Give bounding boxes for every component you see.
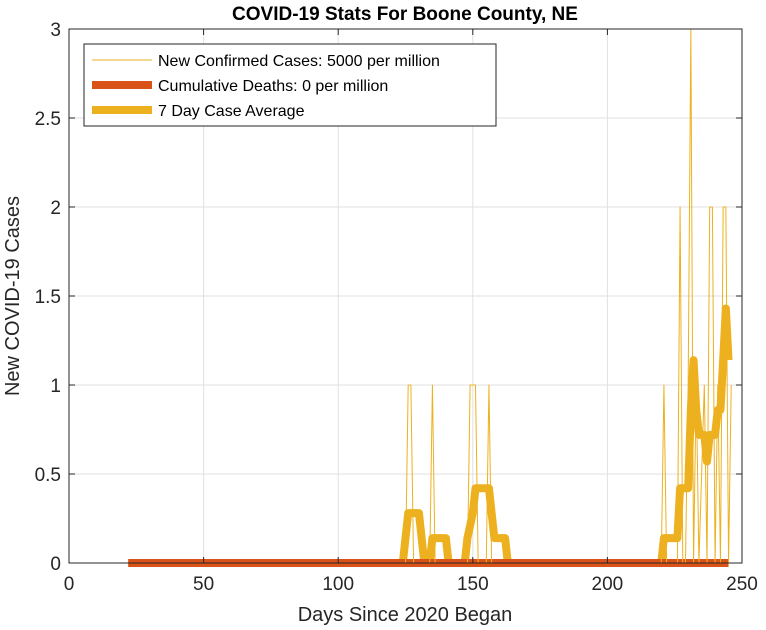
y-tick-label: 0.5 bbox=[35, 465, 61, 486]
legend-label-deaths: Cumulative Deaths: 0 per million bbox=[158, 78, 388, 95]
y-tick-label: 2.5 bbox=[35, 109, 61, 130]
x-tick-label: 250 bbox=[726, 574, 758, 595]
x-tick-label: 200 bbox=[592, 574, 624, 595]
axis-ticks: 0 50 100 150 200 250 0 0.5 1 1.5 2 2.5 3 bbox=[35, 20, 758, 595]
series-line-0 bbox=[128, 28, 732, 564]
x-tick-label: 50 bbox=[193, 574, 214, 595]
legend: New Confirmed Cases: 5000 per million Cu… bbox=[83, 43, 497, 127]
y-tick-label: 0 bbox=[50, 554, 61, 575]
x-tick-label: 100 bbox=[322, 574, 354, 595]
legend-box bbox=[83, 43, 497, 127]
y-tick-label: 1 bbox=[50, 376, 61, 397]
x-tick-label: 150 bbox=[457, 574, 489, 595]
y-tick-label: 3 bbox=[50, 20, 61, 41]
y-tick-label: 1.5 bbox=[35, 287, 61, 308]
legend-label-average: 7 Day Case Average bbox=[158, 103, 305, 120]
y-tick-label: 2 bbox=[50, 198, 61, 219]
x-axis-label: Days Since 2020 Began bbox=[298, 604, 513, 626]
y-axis-label: New COVID-19 Cases bbox=[2, 196, 24, 396]
chart-title: COVID-19 Stats For Boone County, NE bbox=[232, 4, 578, 25]
legend-label-new-cases: New Confirmed Cases: 5000 per million bbox=[158, 53, 440, 70]
x-tick-label: 0 bbox=[64, 574, 75, 595]
